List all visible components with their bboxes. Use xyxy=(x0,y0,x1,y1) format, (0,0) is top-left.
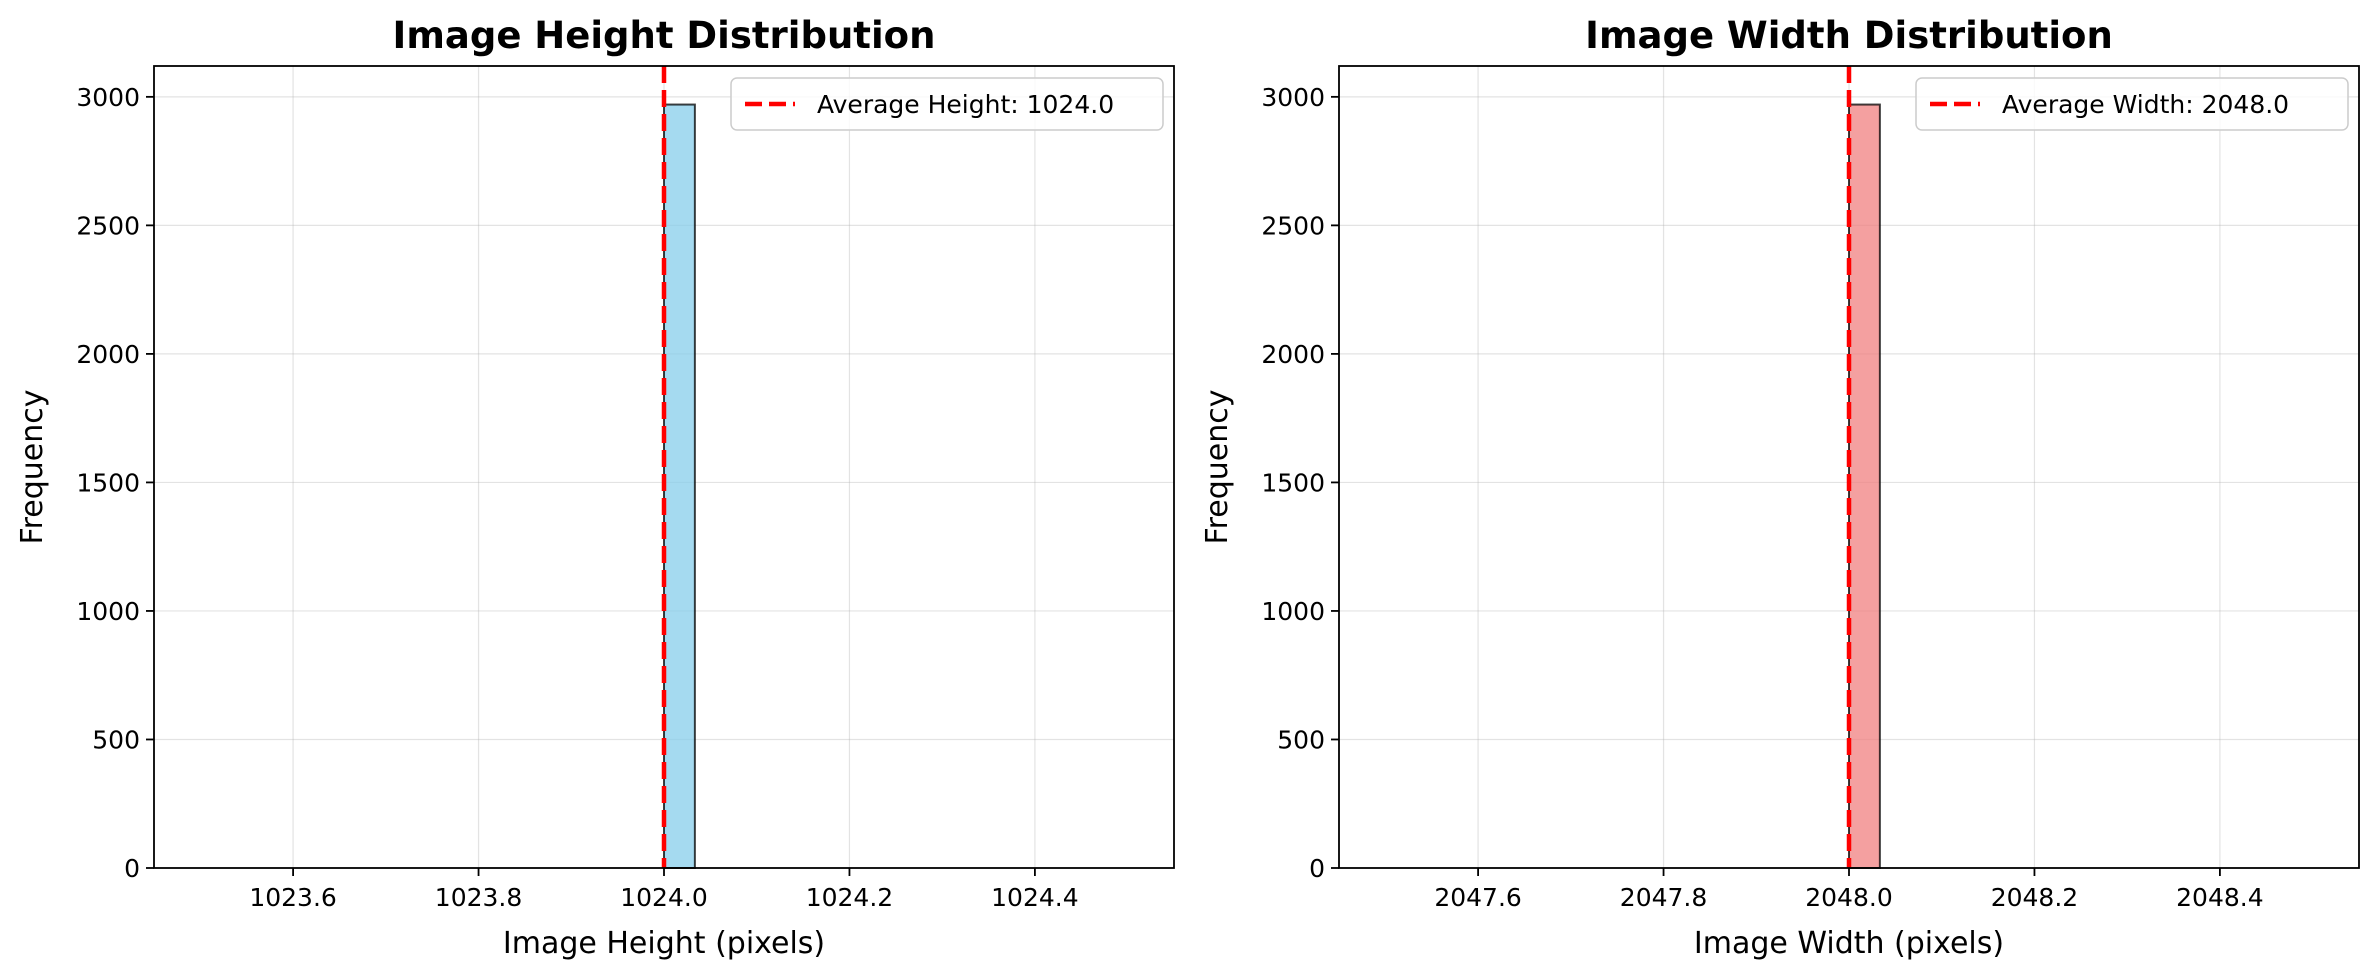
y-tick-label: 1500 xyxy=(1261,468,1325,497)
x-axis-label: Image Height (pixels) xyxy=(503,926,825,961)
x-tick-label: 2048.4 xyxy=(2176,883,2263,912)
y-tick-label: 2500 xyxy=(76,211,140,240)
y-tick-label: 3000 xyxy=(76,83,140,112)
legend-box xyxy=(730,77,1164,131)
chart-title: Image Width Distribution xyxy=(1585,14,2113,57)
x-axis-label: Image Width (pixels) xyxy=(1694,926,2004,961)
legend-label: Average Width: 2048.0 xyxy=(2002,90,2289,119)
width-histogram: 2047.6 2047.8 2048.0 2048.2 2048.4 0 500 1000 15… xyxy=(1200,14,2360,961)
legend-box xyxy=(1915,77,2349,131)
y-tick-label: 500 xyxy=(92,725,140,754)
x-tick-label: 1024.4 xyxy=(991,883,1078,912)
y-tick-label: 1000 xyxy=(1261,597,1325,626)
histogram-bar xyxy=(1848,103,1881,870)
y-tick-label: 2500 xyxy=(1261,211,1325,240)
height-histogram: 1023.6 1023.8 1024.0 1024.2 1024.4 0 500 1000 15… xyxy=(15,14,1175,961)
x-tick-label: 1024.0 xyxy=(620,883,707,912)
y-tick-label: 3000 xyxy=(1261,83,1325,112)
y-tick-label: 1500 xyxy=(76,468,140,497)
x-tick-label: 2048.2 xyxy=(1991,883,2078,912)
x-tick-label: 2047.8 xyxy=(1620,883,1707,912)
x-tick-label: 1024.2 xyxy=(806,883,893,912)
y-tick-label: 0 xyxy=(124,854,140,883)
y-tick-label: 0 xyxy=(1309,854,1325,883)
x-tick-label: 1023.6 xyxy=(249,883,336,912)
histogram-bar xyxy=(663,103,696,870)
legend-label: Average Height: 1024.0 xyxy=(817,90,1114,119)
y-axis-label: Frequency xyxy=(15,390,50,545)
x-tick-label: 1023.8 xyxy=(435,883,522,912)
x-tick-label: 2047.6 xyxy=(1434,883,1521,912)
chart-title: Image Height Distribution xyxy=(393,14,936,57)
y-tick-label: 2000 xyxy=(76,340,140,369)
x-tick-label: 2048.0 xyxy=(1805,883,1892,912)
y-tick-label: 2000 xyxy=(1261,340,1325,369)
y-tick-label: 1000 xyxy=(76,597,140,626)
y-tick-label: 500 xyxy=(1277,725,1325,754)
y-axis-label: Frequency xyxy=(1200,390,1235,545)
